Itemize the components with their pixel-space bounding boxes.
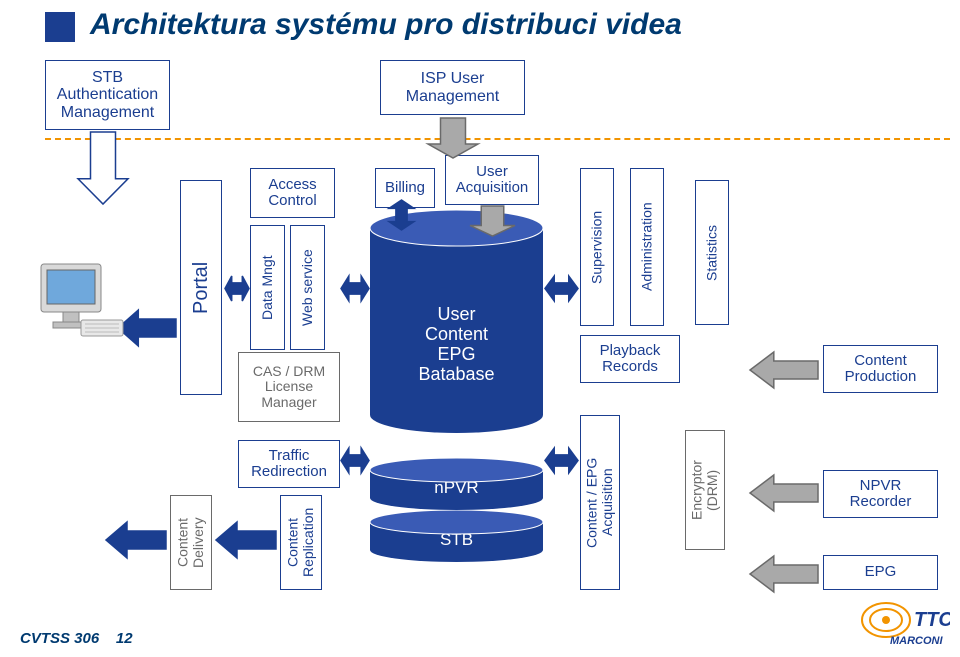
footer-page: 12: [116, 630, 133, 647]
box-content_prod: ContentProduction: [823, 345, 938, 393]
svg-text:nPVR: nPVR: [434, 478, 478, 497]
box-web_service: Web service: [290, 225, 325, 350]
box-data_mngt: Data Mngt: [250, 225, 285, 350]
database-cylinder: UserContentEPGBatabase: [370, 280, 543, 410]
box-stats: Statistics: [695, 180, 729, 325]
footer-code: CVTSS 306: [20, 630, 99, 647]
box-isp_user: ISP UserManagement: [380, 60, 525, 115]
box-admin: Administration: [630, 168, 664, 326]
svg-text:STB: STB: [440, 530, 473, 549]
box-portal: Portal: [180, 180, 222, 395]
box-epg: EPG: [823, 555, 938, 590]
monitor-icon: [35, 258, 125, 348]
box-npvr_rec: NPVRRecorder: [823, 470, 938, 518]
box-user_acq: UserAcquisition: [445, 155, 539, 205]
box-supervision: Supervision: [580, 168, 614, 326]
box-content_rep: ContentReplication: [280, 495, 322, 590]
box-cas_drm: CAS / DRMLicenseManager: [238, 352, 340, 422]
box-stb_auth: STBAuthenticationManagement: [45, 60, 170, 130]
box-content_del: ContentDelivery: [170, 495, 212, 590]
box-playback: PlaybackRecords: [580, 335, 680, 383]
box-access: AccessControl: [250, 168, 335, 218]
page-title: Architektura systému pro distribuci vide…: [90, 8, 682, 42]
logo-icon: TTC MARCONI: [860, 600, 950, 650]
box-content_epg: Content / EPGAcquisition: [580, 415, 620, 590]
svg-text:MARCONI: MARCONI: [890, 635, 943, 647]
box-encryptor: Encryptor(DRM): [685, 430, 725, 550]
svg-text:TTC: TTC: [914, 609, 950, 631]
box-traffic: TrafficRedirection: [238, 440, 340, 488]
